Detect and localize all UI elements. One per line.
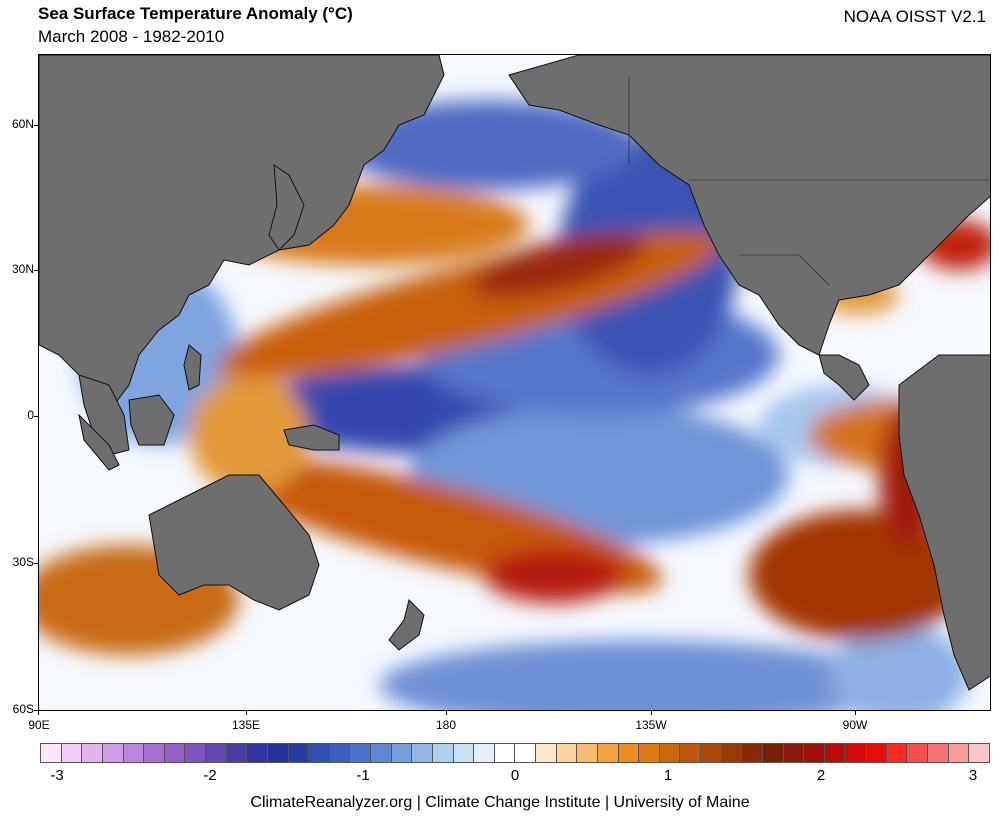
x-label-135e: 135E	[231, 718, 261, 732]
colorbar-swatch	[474, 743, 495, 763]
central-america-land	[818, 354, 870, 401]
colorbar-swatch	[123, 743, 145, 763]
chart-subtitle: March 2008 - 1982-2010	[38, 27, 225, 46]
colorbar-swatch	[639, 743, 660, 763]
colorbar-swatch	[556, 743, 578, 763]
colorbar-swatch	[453, 743, 475, 763]
colorbar-label-1: 1	[663, 767, 673, 784]
x-tick-135e	[246, 711, 247, 715]
y-tick-30s	[34, 563, 38, 564]
colorbar-swatch	[742, 743, 763, 763]
colorbar-swatch	[969, 743, 990, 763]
south-america-land	[898, 354, 990, 691]
colorbar-label-m1: -1	[356, 767, 370, 784]
colorbar-swatch	[927, 743, 949, 763]
colorbar-swatch	[659, 743, 681, 763]
colorbar-swatch	[701, 743, 722, 763]
sumatra-land	[78, 413, 120, 471]
colorbar-swatch	[267, 743, 289, 763]
colorbar-swatch	[185, 743, 206, 763]
colorbar-swatch	[247, 743, 268, 763]
colorbar-swatch	[783, 743, 805, 763]
y-label-60n: 60N	[11, 117, 34, 131]
x-label-90w: 90W	[842, 718, 868, 732]
philippines-land	[183, 344, 202, 391]
colorbar-swatch	[824, 743, 846, 763]
x-tick-90w	[855, 711, 856, 715]
colorbar-swatch	[371, 743, 392, 763]
x-tick-180	[446, 711, 447, 715]
colorbar-swatch	[350, 743, 371, 763]
colorbar-swatch	[907, 743, 928, 763]
y-label-60s: 60S	[12, 702, 34, 716]
colorbar-label-2: 2	[816, 767, 826, 784]
borneo-land	[128, 394, 175, 446]
x-label-135w: 135W	[635, 718, 667, 732]
borders	[628, 77, 990, 286]
new-zealand-land	[388, 599, 425, 651]
colorbar-swatch	[680, 743, 701, 763]
x-label-180: 180	[435, 718, 457, 732]
credit-line: ClimateReanalyzer.org | Climate Change I…	[250, 794, 750, 811]
colorbar-swatch	[82, 743, 103, 763]
colorbar-label-m3: -3	[50, 767, 64, 784]
land-masses	[39, 55, 990, 691]
y-tick-30n	[34, 270, 38, 271]
colorbar	[40, 743, 990, 763]
colorbar-swatch	[206, 743, 227, 763]
colorbar-swatch	[618, 743, 640, 763]
x-tick-135w	[651, 711, 652, 715]
colorbar-label-0: 0	[510, 767, 520, 784]
dataset-label: NOAA OISST V2.1	[843, 7, 986, 26]
colorbar-swatch	[494, 743, 516, 763]
colorbar-swatch	[597, 743, 619, 763]
japan-land	[268, 164, 305, 251]
sst-anomaly-map	[38, 54, 991, 711]
australia-land	[148, 474, 320, 611]
colorbar-swatch	[144, 743, 165, 763]
colorbar-swatch	[102, 743, 124, 763]
colorbar-swatch	[948, 743, 970, 763]
colorbar-swatch	[536, 743, 557, 763]
y-tick-0	[34, 416, 38, 417]
colorbar-swatch	[391, 743, 413, 763]
y-label-30n: 30N	[11, 262, 34, 276]
chart-title: Sea Surface Temperature Anomaly (°C)	[38, 4, 353, 23]
map-canvas	[39, 55, 990, 710]
colorbar-swatch	[40, 743, 62, 763]
y-label-30s: 30S	[12, 555, 34, 569]
new-guinea-land	[283, 424, 340, 451]
colorbar-swatch	[866, 743, 887, 763]
colorbar-swatch	[164, 743, 186, 763]
x-label-90e: 90E	[28, 718, 50, 732]
colorbar-label-m2: -2	[203, 767, 217, 784]
colorbar-swatch	[804, 743, 825, 763]
colorbar-swatch	[61, 743, 83, 763]
colorbar-swatch	[845, 743, 866, 763]
colorbar-swatch	[515, 743, 536, 763]
colorbar-swatch	[412, 743, 433, 763]
y-label-0: 0	[27, 408, 34, 422]
colorbar-swatch	[577, 743, 598, 763]
colorbar-swatch	[762, 743, 784, 763]
x-tick-90e	[38, 711, 39, 715]
colorbar-swatch	[886, 743, 908, 763]
indochina-land	[78, 374, 130, 456]
colorbar-swatch	[329, 743, 351, 763]
y-tick-60s	[34, 710, 38, 711]
colorbar-swatch	[288, 743, 310, 763]
colorbar-label-3: 3	[968, 767, 978, 784]
colorbar-swatch	[226, 743, 248, 763]
colorbar-swatch	[721, 743, 743, 763]
colorbar-swatch	[309, 743, 330, 763]
y-tick-60n	[34, 125, 38, 126]
colorbar-swatch	[432, 743, 454, 763]
